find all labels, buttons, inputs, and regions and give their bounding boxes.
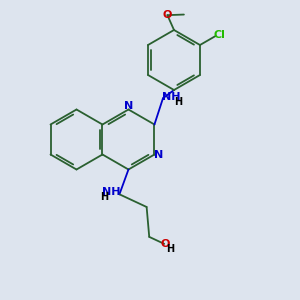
Text: O: O: [160, 239, 170, 249]
Text: Cl: Cl: [213, 30, 225, 40]
Text: N: N: [154, 149, 163, 160]
Text: NH: NH: [102, 187, 120, 197]
Text: NH: NH: [162, 92, 181, 102]
Text: H: H: [175, 97, 183, 107]
Text: H: H: [100, 192, 108, 202]
Text: O: O: [163, 10, 172, 20]
Text: H: H: [166, 244, 174, 254]
Text: N: N: [124, 100, 133, 111]
